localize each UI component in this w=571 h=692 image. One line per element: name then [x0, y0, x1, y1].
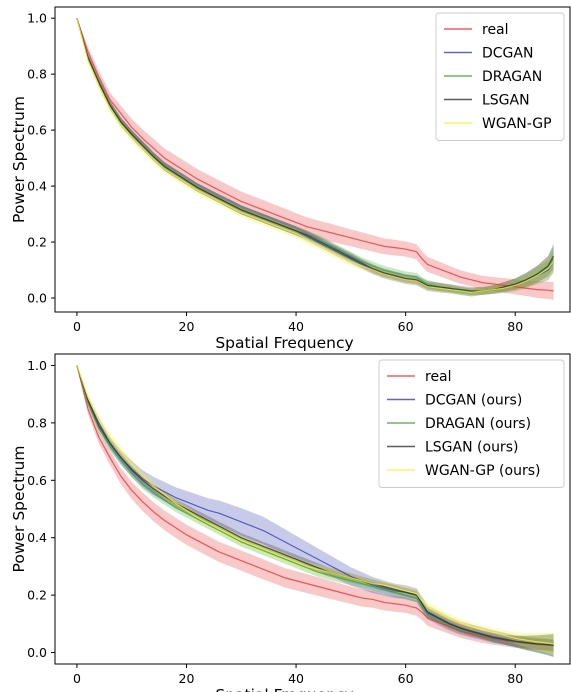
y-tick-label: 0.6 — [27, 473, 47, 488]
legend: real DCGAN DRAGAN LSGAN WGAN-GP — [435, 12, 565, 141]
legend-label: real — [482, 22, 509, 38]
x-tick-label: 40 — [288, 319, 304, 334]
legend: real DCGAN (ours) DRAGAN (ours) LSGAN (ours… — [378, 359, 565, 488]
series-line-5 — [76, 18, 555, 294]
series-line-1 — [76, 18, 554, 292]
series-line-1 — [76, 365, 554, 647]
y-axis-label: Power Spectrum — [10, 96, 28, 223]
legend-label: DRAGAN — [482, 69, 542, 85]
legend-label: WGAN-GP (ours) — [425, 463, 540, 479]
x-tick-label: 40 — [288, 671, 304, 686]
series-band-1 — [76, 365, 554, 652]
y-tick-label: 0.4 — [27, 179, 47, 194]
series-band-1 — [76, 18, 554, 300]
legend-box — [378, 359, 565, 488]
y-tick-label: 0.6 — [27, 123, 47, 138]
x-tick-label: 0 — [73, 671, 81, 686]
series-line-3 — [76, 365, 554, 647]
x-tick-label: 20 — [179, 319, 195, 334]
chart-bottom: 0 20 40 60 80 0.0 0.2 0.4 0.6 0.8 1.0 Spatial Frequ… — [10, 353, 571, 692]
y-tick-label: 0.0 — [27, 291, 47, 306]
y-tick-label: 1.0 — [27, 358, 47, 373]
y-tick-label: 0.8 — [27, 415, 47, 430]
series-line-2 — [76, 365, 554, 646]
y-tick-label: 0.4 — [27, 530, 47, 545]
x-tick-label: 60 — [398, 319, 414, 334]
legend-label: DRAGAN (ours) — [425, 416, 531, 432]
series-line-4 — [76, 365, 554, 646]
legend-label: DCGAN — [482, 46, 533, 62]
legend-label: WGAN-GP — [482, 116, 552, 132]
x-tick-label: 0 — [73, 319, 81, 334]
x-axis-label: Spatial Frequency — [215, 334, 353, 352]
legend-label: LSGAN — [482, 93, 530, 109]
legend-label: DCGAN (ours) — [425, 393, 522, 409]
x-axis-label: Spatial Frequency — [215, 686, 353, 692]
y-tick-label: 0.0 — [27, 645, 47, 660]
legend-label: LSGAN (ours) — [425, 440, 518, 456]
x-tick-label: 80 — [507, 319, 523, 334]
y-tick-label: 0.8 — [27, 67, 47, 82]
y-tick-label: 0.2 — [27, 235, 47, 250]
y-tick-label: 1.0 — [27, 11, 47, 26]
legend-box — [435, 12, 565, 141]
axes-frame — [54, 353, 571, 665]
x-tick-label: 60 — [398, 671, 414, 686]
axes-frame — [54, 6, 571, 313]
x-tick-label: 80 — [507, 671, 523, 686]
series-line-4 — [76, 18, 555, 292]
series-line-5 — [76, 365, 554, 645]
plot-area — [76, 18, 555, 300]
y-tick-label: 0.2 — [27, 588, 47, 603]
x-tick-label: 20 — [179, 671, 195, 686]
plot-area — [76, 365, 554, 658]
y-axis-label: Power Spectrum — [10, 446, 28, 573]
chart-top: 0 20 40 60 80 0.0 0.2 0.4 0.6 0.8 1.0 Spatial Frequ… — [10, 6, 571, 352]
legend-label: real — [425, 369, 452, 385]
